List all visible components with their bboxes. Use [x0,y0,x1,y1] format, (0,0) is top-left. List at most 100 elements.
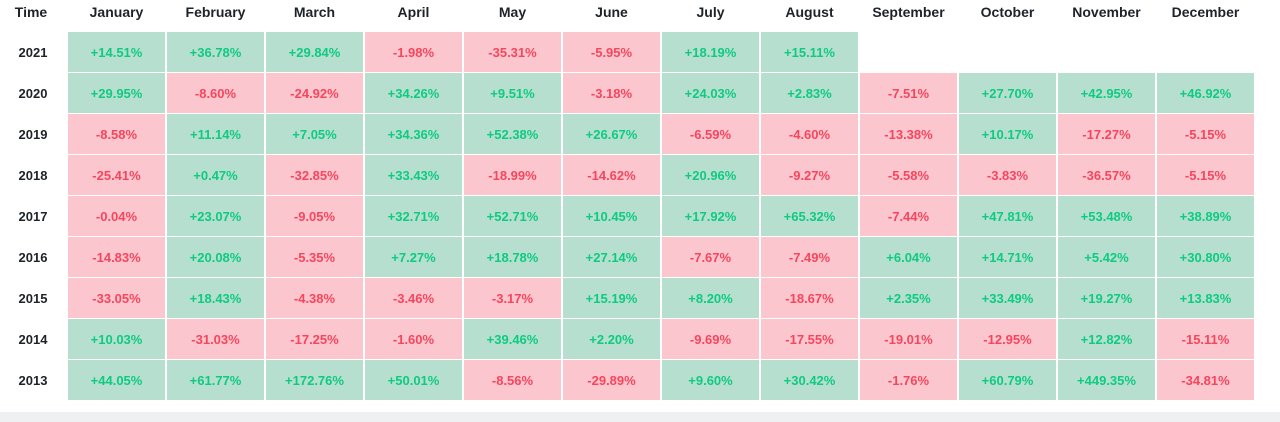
return-cell-2015-january: -33.05% [68,278,165,318]
return-cell-2013-march: +172.76% [266,360,363,400]
empty-cell [959,32,1056,72]
return-cell-2016-september: +6.04% [860,237,957,277]
return-cell-2015-august: -18.67% [761,278,858,318]
return-cell-2020-march: -24.92% [266,73,363,113]
return-cell-2015-june: +15.19% [563,278,660,318]
return-cell-2019-july: -6.59% [662,114,759,154]
return-cell-2020-july: +24.03% [662,73,759,113]
return-cell-2013-april: +50.01% [365,360,462,400]
return-cell-2013-february: +61.77% [167,360,264,400]
return-cell-2016-august: -7.49% [761,237,858,277]
return-cell-2014-november: +12.82% [1058,319,1155,359]
header-month-october: October [980,3,1035,20]
return-cell-2014-august: -17.55% [761,319,858,359]
return-cell-2015-september: +2.35% [860,278,957,318]
return-cell-2013-june: -29.89% [563,360,660,400]
row-year-2019: 2019 [18,126,48,142]
return-cell-2016-october: +14.71% [959,237,1056,277]
return-cell-2016-june: +27.14% [563,237,660,277]
return-cell-2015-october: +33.49% [959,278,1056,318]
return-cell-2018-august: -9.27% [761,155,858,195]
return-cell-2019-april: +34.36% [365,114,462,154]
return-cell-2019-may: +52.38% [464,114,561,154]
return-cell-2021-june: -5.95% [563,32,660,72]
return-cell-2014-march: -17.25% [266,319,363,359]
return-cell-2019-december: -5.15% [1157,114,1254,154]
return-cell-2019-november: -17.27% [1058,114,1155,154]
header-month-april: April [397,3,430,20]
return-cell-2016-january: -14.83% [68,237,165,277]
return-cell-2018-april: +33.43% [365,155,462,195]
empty-cell [860,32,957,72]
return-cell-2017-january: -0.04% [68,196,165,236]
header-month-december: December [1171,3,1240,20]
return-cell-2013-december: -34.81% [1157,360,1254,400]
return-cell-2017-april: +32.71% [365,196,462,236]
monthly-returns-grid: Time January February March April May June July… [14,3,1254,400]
return-cell-2014-june: +2.20% [563,319,660,359]
return-cell-2016-february: +20.08% [167,237,264,277]
header-month-july: July [696,3,725,20]
return-cell-2014-july: -9.69% [662,319,759,359]
header-month-november: November [1072,3,1141,20]
return-cell-2017-february: +23.07% [167,196,264,236]
return-cell-2017-may: +52.71% [464,196,561,236]
return-cell-2017-september: -7.44% [860,196,957,236]
return-cell-2021-april: -1.98% [365,32,462,72]
return-cell-2013-september: -1.76% [860,360,957,400]
return-cell-2019-september: -13.38% [860,114,957,154]
return-cell-2013-november: +449.35% [1058,360,1155,400]
return-cell-2016-march: -5.35% [266,237,363,277]
return-cell-2015-july: +8.20% [662,278,759,318]
return-cell-2017-december: +38.89% [1157,196,1254,236]
return-cell-2015-april: -3.46% [365,278,462,318]
return-cell-2021-february: +36.78% [167,32,264,72]
return-cell-2015-february: +18.43% [167,278,264,318]
header-month-january: January [89,3,144,20]
return-cell-2013-july: +9.60% [662,360,759,400]
return-cell-2018-june: -14.62% [563,155,660,195]
row-year-2016: 2016 [18,249,48,265]
return-cell-2017-june: +10.45% [563,196,660,236]
header-month-june: June [595,3,628,20]
return-cell-2018-may: -18.99% [464,155,561,195]
return-cell-2018-december: -5.15% [1157,155,1254,195]
row-year-2018: 2018 [18,167,48,183]
header-time: Time [14,3,48,20]
return-cell-2020-june: -3.18% [563,73,660,113]
return-cell-2019-june: +26.67% [563,114,660,154]
row-year-2021: 2021 [18,44,48,60]
return-cell-2019-october: +10.17% [959,114,1056,154]
return-cell-2019-august: -4.60% [761,114,858,154]
header-month-august: August [785,3,834,20]
return-cell-2021-may: -35.31% [464,32,561,72]
return-cell-2018-july: +20.96% [662,155,759,195]
return-cell-2019-march: +7.05% [266,114,363,154]
return-cell-2021-january: +14.51% [68,32,165,72]
empty-cell [1058,32,1155,72]
return-cell-2014-september: -19.01% [860,319,957,359]
empty-cell [1157,32,1254,72]
return-cell-2014-april: -1.60% [365,319,462,359]
return-cell-2017-october: +47.81% [959,196,1056,236]
return-cell-2016-may: +18.78% [464,237,561,277]
header-month-march: March [293,3,336,20]
return-cell-2020-september: -7.51% [860,73,957,113]
return-cell-2014-may: +39.46% [464,319,561,359]
return-cell-2015-march: -4.38% [266,278,363,318]
return-cell-2016-december: +30.80% [1157,237,1254,277]
return-cell-2019-january: -8.58% [68,114,165,154]
return-cell-2015-december: +13.83% [1157,278,1254,318]
return-cell-2020-may: +9.51% [464,73,561,113]
return-cell-2013-october: +60.79% [959,360,1056,400]
return-cell-2021-july: +18.19% [662,32,759,72]
return-cell-2020-october: +27.70% [959,73,1056,113]
row-year-2015: 2015 [18,290,48,306]
return-cell-2017-march: -9.05% [266,196,363,236]
return-cell-2018-november: -36.57% [1058,155,1155,195]
header-month-september: September [872,3,945,20]
header-month-may: May [498,3,527,20]
return-cell-2018-january: -25.41% [68,155,165,195]
return-cell-2020-january: +29.95% [68,73,165,113]
